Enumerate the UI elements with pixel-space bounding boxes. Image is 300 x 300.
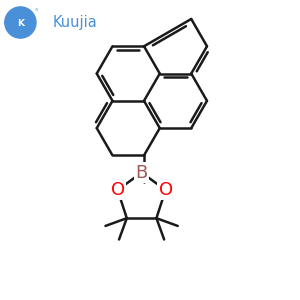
- Text: O: O: [111, 181, 125, 199]
- Text: O: O: [158, 181, 172, 199]
- Text: Kuujia: Kuujia: [52, 15, 97, 30]
- Text: °: °: [35, 10, 38, 16]
- Text: K: K: [17, 19, 24, 28]
- Circle shape: [5, 7, 36, 38]
- Text: B: B: [136, 164, 148, 181]
